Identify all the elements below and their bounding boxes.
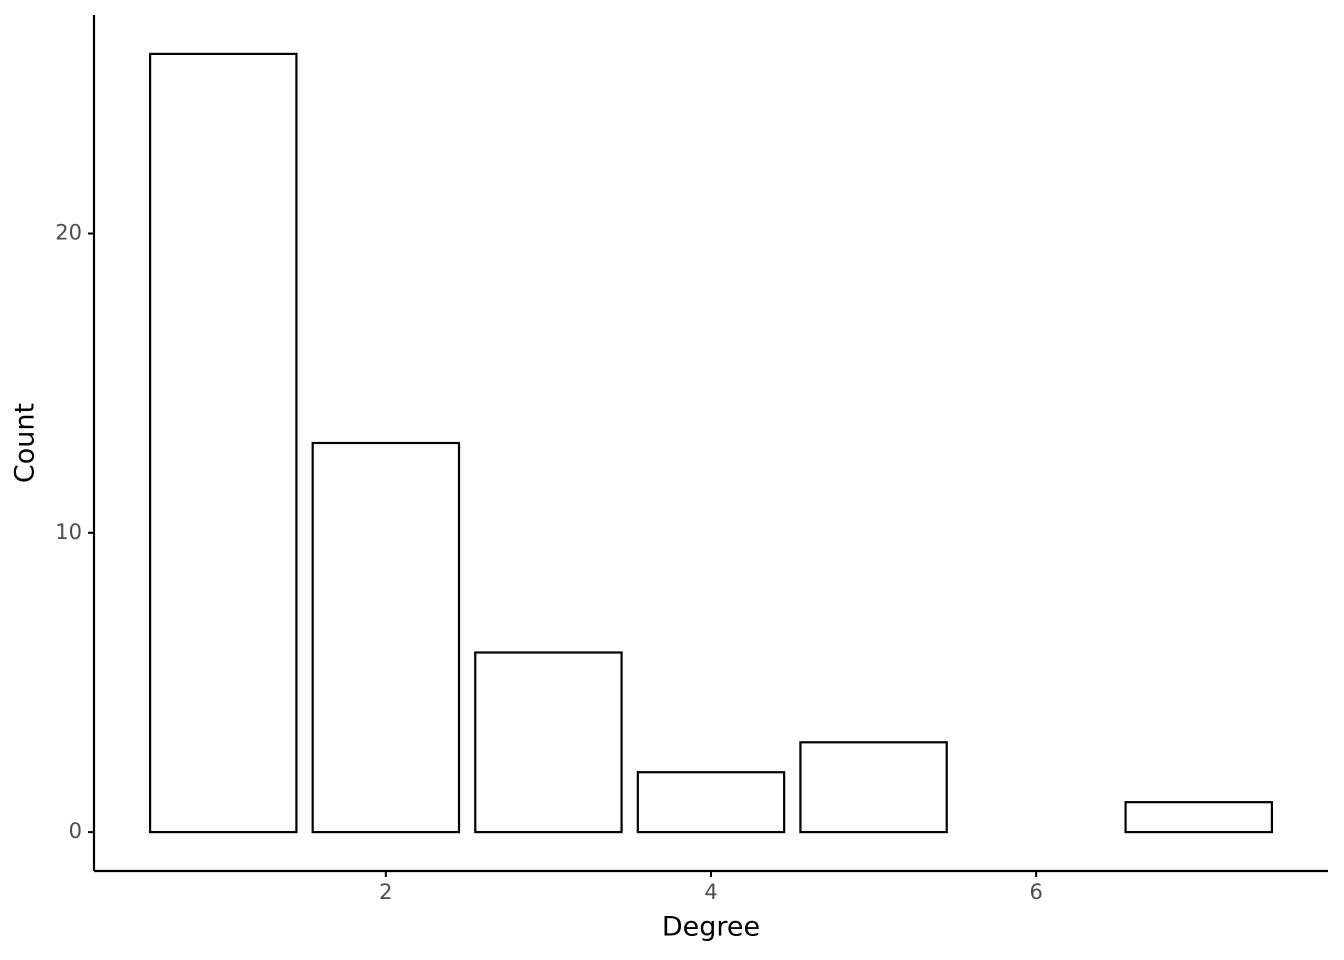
y-axis-title: Count [10,403,41,483]
y-tick-label: 0 [69,819,82,843]
bar [474,651,623,834]
x-axis-title: Degree [662,912,760,943]
x-tick-label: 6 [1029,880,1042,904]
y-tick-label: 20 [55,220,82,244]
bar [1124,801,1274,834]
y-tick-label: 10 [55,520,82,544]
bar [636,771,786,834]
bar [148,52,298,834]
x-tick-label: 4 [704,880,717,904]
bar [799,741,948,834]
bar [311,441,461,834]
x-tick-label: 2 [379,880,392,904]
